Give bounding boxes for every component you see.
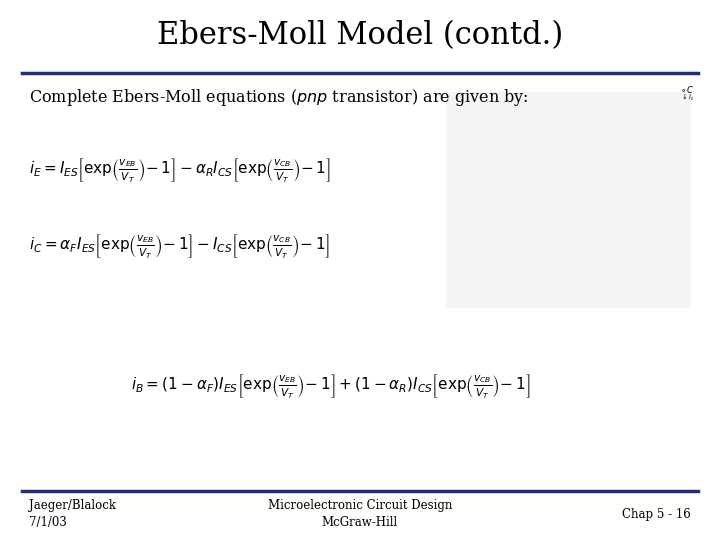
Text: $i_{C}=\alpha_F I_{ES}\left[\exp\!\left(\frac{v_{EB}}{V_T}\right)\!-1\right]-I_{: $i_{C}=\alpha_F I_{ES}\left[\exp\!\left(… [29, 232, 330, 260]
Text: Microelectronic Circuit Design
McGraw-Hill: Microelectronic Circuit Design McGraw-Hi… [268, 499, 452, 529]
Text: $i_{B}=\left(1-\alpha_F\right)I_{ES}\left[\exp\!\left(\frac{v_{EB}}{V_T}\right)\: $i_{B}=\left(1-\alpha_F\right)I_{ES}\lef… [131, 372, 531, 400]
Text: Ebers-Moll Model (contd.): Ebers-Moll Model (contd.) [157, 19, 563, 51]
Text: Jaeger/Blalock
7/1/03: Jaeger/Blalock 7/1/03 [29, 499, 116, 529]
Text: Complete Ebers-Moll equations ($\mathit{pnp}$ transistor) are given by:: Complete Ebers-Moll equations ($\mathit{… [29, 87, 528, 107]
Text: $\downarrow i_c$: $\downarrow i_c$ [680, 92, 695, 103]
Text: Chap 5 - 16: Chap 5 - 16 [623, 508, 691, 521]
FancyBboxPatch shape [446, 92, 691, 308]
Text: $i_{E}=I_{ES}\left[\exp\!\left(\frac{v_{EB}}{V_T}\right)\!-1\right]-\alpha_R I_{: $i_{E}=I_{ES}\left[\exp\!\left(\frac{v_{… [29, 156, 330, 184]
Text: $\circ\, C$: $\circ\, C$ [680, 84, 695, 94]
